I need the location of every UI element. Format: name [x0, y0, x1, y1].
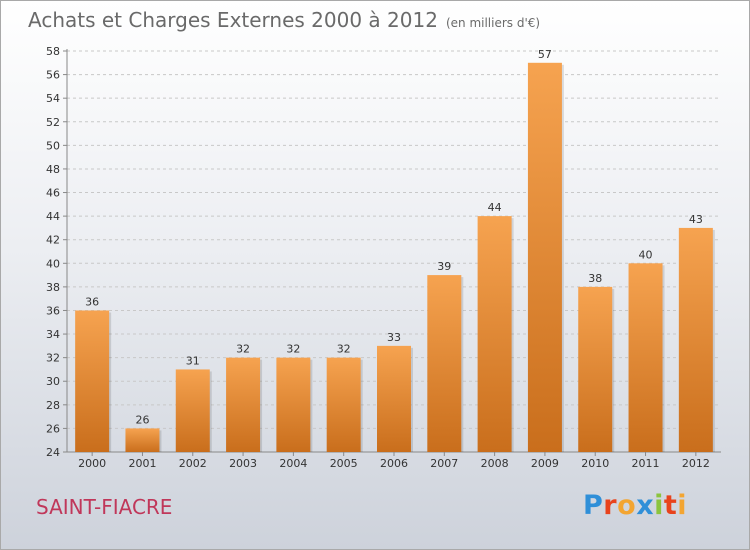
data-label: 32 — [337, 343, 351, 356]
x-tick-label: 2009 — [531, 457, 559, 470]
logo-letter: r — [603, 490, 618, 521]
data-label: 31 — [186, 354, 200, 367]
axes: 24 26 28 30 32 34 36 38 40 42 44 46 48 50 52 54 56 58 2000… — [46, 45, 721, 470]
bar — [628, 263, 663, 452]
bar — [477, 216, 512, 452]
bar — [377, 345, 411, 452]
place-name: SAINT-FIACRE — [36, 495, 173, 519]
x-tick-label: 2005 — [330, 457, 358, 470]
y-tick-label: 56 — [46, 69, 60, 82]
bar — [678, 227, 713, 452]
y-tick-label: 52 — [46, 116, 60, 129]
chart-unit-label: (en milliers d'€) — [445, 16, 541, 30]
bar — [276, 357, 311, 452]
y-tick-label: 58 — [46, 45, 60, 58]
bar — [527, 62, 562, 452]
bars — [75, 62, 715, 452]
y-tick-label: 42 — [46, 234, 60, 247]
data-label: 32 — [286, 343, 300, 356]
logo-letter: o — [617, 490, 637, 521]
logo-letter: x — [636, 490, 655, 521]
x-tick-label: 2002 — [179, 457, 207, 470]
y-tick-label: 40 — [46, 257, 60, 270]
x-tick-label: 2004 — [279, 457, 307, 470]
y-tick-label: 26 — [46, 422, 60, 435]
y-tick-label: 38 — [46, 281, 60, 294]
chart-title: Achats et Charges Externes 2000 à 2012 (e… — [28, 8, 540, 32]
x-tick-label: 2006 — [380, 457, 408, 470]
data-label: 33 — [387, 331, 401, 344]
y-tick-label: 36 — [46, 304, 60, 317]
y-tick-label: 44 — [46, 210, 60, 223]
logo-letter: i — [677, 490, 688, 521]
x-tick-label: 2000 — [78, 457, 106, 470]
y-tick-label: 30 — [46, 375, 60, 388]
bar — [125, 428, 160, 452]
y-tick-label: 50 — [46, 139, 60, 152]
x-tick-label: 2012 — [682, 457, 710, 470]
bar — [326, 357, 361, 452]
data-label: 43 — [689, 213, 703, 226]
x-tick-label: 2010 — [581, 457, 609, 470]
data-labels: 36 26 31 32 32 32 33 39 44 57 38 40 43 — [85, 48, 703, 427]
bar — [75, 310, 110, 452]
x-tick-label: 2007 — [430, 457, 458, 470]
bar — [427, 275, 462, 452]
data-label: 39 — [437, 260, 451, 273]
bar — [226, 357, 261, 452]
data-label: 32 — [236, 343, 250, 356]
bar — [175, 369, 210, 452]
y-tick-label: 48 — [46, 163, 60, 176]
data-label: 36 — [85, 295, 99, 308]
bar — [578, 286, 613, 452]
y-tick-label: 28 — [46, 399, 60, 412]
y-tick-label: 24 — [46, 446, 60, 459]
data-label: 44 — [488, 201, 502, 214]
x-tick-label: 2008 — [481, 457, 509, 470]
chart-title-text: Achats et Charges Externes 2000 à 2012 — [28, 8, 438, 32]
y-tick-label: 32 — [46, 352, 60, 365]
y-tick-label: 54 — [46, 92, 60, 105]
y-tick-label: 34 — [46, 328, 60, 341]
logo-letter: P — [583, 490, 604, 521]
data-label: 38 — [588, 272, 602, 285]
data-label: 57 — [538, 48, 552, 61]
x-tick-label: 2001 — [128, 457, 156, 470]
data-label: 26 — [135, 413, 149, 426]
x-tick-label: 2011 — [632, 457, 660, 470]
logo-letter: i — [654, 490, 664, 521]
data-label: 40 — [639, 248, 653, 261]
y-tick-label: 46 — [46, 187, 60, 200]
proxiti-logo: Proxiti — [583, 490, 687, 521]
logo-letter: t — [663, 490, 678, 521]
x-tick-label: 2003 — [229, 457, 257, 470]
